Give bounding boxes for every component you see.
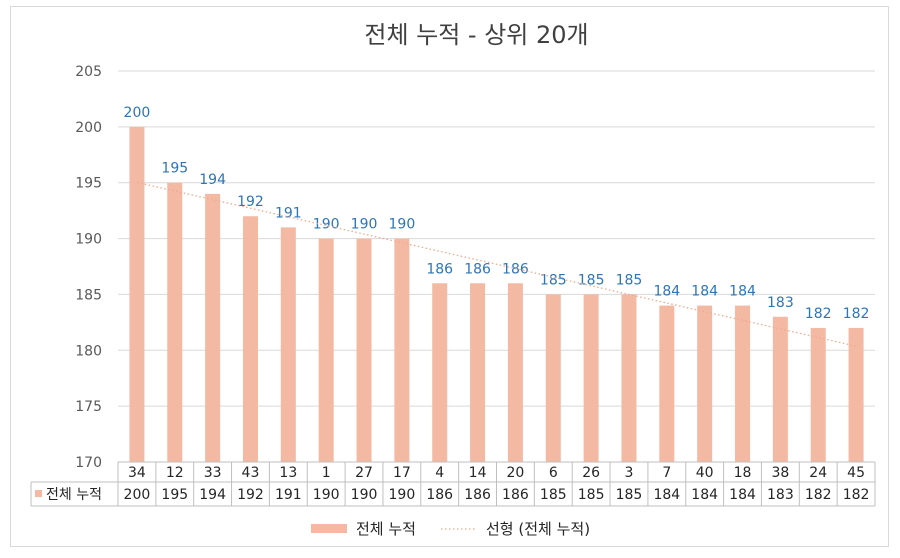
data-label: 190	[313, 217, 340, 233]
data-label: 186	[426, 261, 453, 277]
table-value: 194	[199, 487, 226, 503]
data-label: 184	[653, 284, 680, 300]
table-value: 185	[540, 487, 567, 503]
y-tick-label: 200	[75, 120, 102, 136]
data-label: 183	[767, 295, 794, 311]
y-tick-label: 180	[75, 343, 102, 359]
data-label: 200	[124, 105, 151, 121]
y-tick-label: 205	[75, 64, 102, 80]
y-tick-label: 175	[75, 399, 102, 415]
category-label: 24	[809, 465, 827, 481]
category-label: 34	[128, 465, 146, 481]
bar	[129, 126, 145, 462]
bar	[470, 283, 486, 462]
y-tick-label: 170	[75, 455, 102, 471]
bar	[205, 193, 221, 462]
chart-frame: 전체 누적 - 상위 20개 170 175 180 185 190 195 200 205 20…	[10, 6, 889, 547]
bar	[697, 305, 713, 462]
category-label: 27	[355, 465, 373, 481]
bar	[810, 327, 826, 462]
table-value: 182	[805, 487, 832, 503]
table-value: 186	[426, 487, 453, 503]
table-value: 200	[124, 487, 151, 503]
data-label: 186	[464, 261, 491, 277]
table-value: 183	[767, 487, 794, 503]
bar	[735, 305, 751, 462]
category-label: 38	[771, 465, 789, 481]
data-label: 182	[843, 306, 870, 322]
bar	[848, 327, 864, 462]
category-label: 7	[662, 465, 671, 481]
bar	[621, 294, 637, 462]
bar	[167, 182, 183, 462]
bar	[432, 283, 448, 462]
category-label: 1	[322, 465, 331, 481]
bar	[583, 294, 599, 462]
table-value: 184	[653, 487, 680, 503]
category-label: 17	[393, 465, 411, 481]
legend-trend-label: 선형 (전체 누적)	[486, 520, 590, 538]
data-label: 185	[578, 272, 605, 288]
data-label: 184	[729, 284, 756, 300]
category-label: 6	[549, 465, 558, 481]
data-label: 195	[161, 161, 188, 177]
table-value: 190	[389, 487, 416, 503]
table-value: 192	[237, 487, 264, 503]
category-label: 33	[204, 465, 222, 481]
table-value: 184	[691, 487, 718, 503]
category-label: 3	[625, 465, 634, 481]
data-label: 190	[351, 217, 378, 233]
table-value: 195	[161, 487, 188, 503]
bar	[394, 238, 410, 462]
bar	[356, 238, 372, 462]
data-label: 191	[275, 205, 302, 221]
category-label: 40	[696, 465, 714, 481]
table-value: 191	[275, 487, 302, 503]
bar	[772, 316, 788, 462]
data-label: 194	[199, 172, 226, 188]
y-tick-label: 190	[75, 232, 102, 248]
category-label: 13	[279, 465, 297, 481]
table-value: 186	[502, 487, 529, 503]
data-label: 185	[616, 272, 643, 288]
table-value: 185	[616, 487, 643, 503]
table-value: 190	[313, 487, 340, 503]
table-series-name: 전체 누적	[46, 487, 102, 503]
table-value: 190	[351, 487, 378, 503]
legend-bar-label: 전체 누적	[356, 520, 416, 538]
bar	[318, 238, 334, 462]
category-label: 26	[582, 465, 600, 481]
category-label: 45	[847, 465, 865, 481]
table-value: 184	[729, 487, 756, 503]
category-label: 18	[734, 465, 752, 481]
table-value: 182	[843, 487, 870, 503]
y-tick-label: 195	[75, 176, 102, 192]
data-label: 184	[691, 284, 718, 300]
bar	[507, 283, 523, 462]
table-legend-key	[35, 490, 42, 497]
data-label: 185	[540, 272, 567, 288]
chart-title: 전체 누적 - 상위 20개	[364, 21, 588, 49]
bar	[545, 294, 561, 462]
data-label: 190	[389, 217, 416, 233]
bar	[242, 216, 258, 462]
y-tick-label: 185	[75, 287, 102, 303]
trendline	[136, 181, 857, 347]
data-label: 182	[805, 306, 832, 322]
data-label: 186	[502, 261, 529, 277]
category-label: 14	[469, 465, 487, 481]
category-label: 20	[507, 465, 525, 481]
table-value: 186	[464, 487, 491, 503]
legend-bar-swatch	[311, 524, 347, 533]
table-value: 185	[578, 487, 605, 503]
bar	[659, 305, 675, 462]
bar	[280, 227, 296, 462]
chart-svg: 전체 누적 - 상위 20개 170 175 180 185 190 195 200 205 20…	[30, 21, 876, 538]
category-label: 4	[435, 465, 444, 481]
category-label: 12	[166, 465, 184, 481]
category-label: 43	[242, 465, 260, 481]
